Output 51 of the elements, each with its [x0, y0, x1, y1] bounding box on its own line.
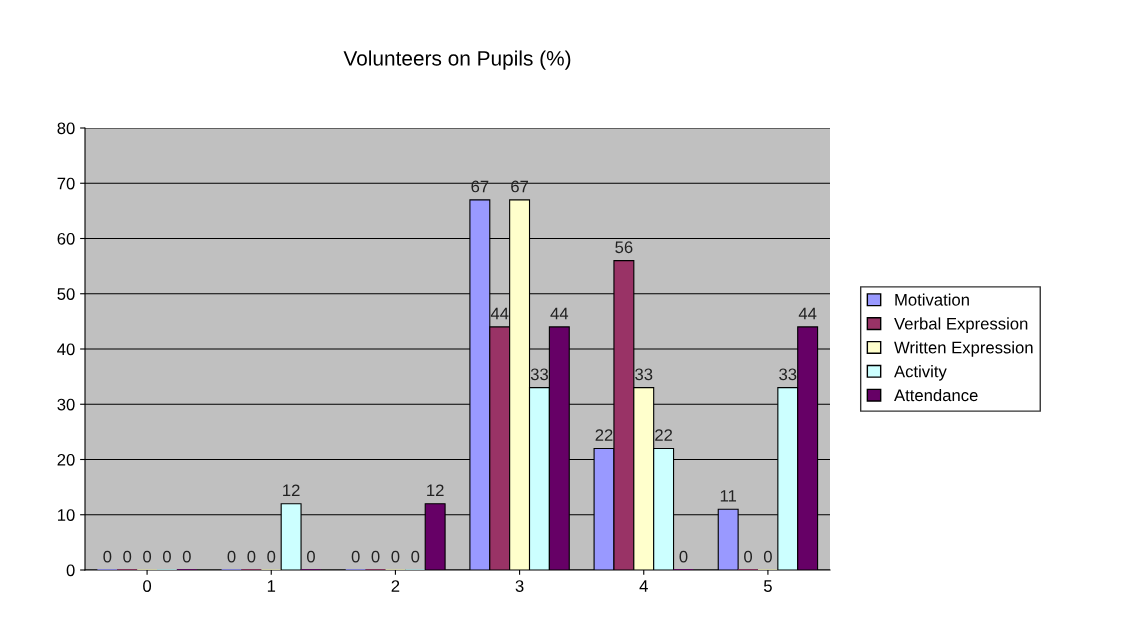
legend-label: Verbal Expression: [894, 317, 1028, 333]
data-label: 0: [744, 550, 753, 563]
data-label: 33: [635, 368, 653, 381]
legend-label: Activity: [894, 365, 947, 381]
x-tick-label: 2: [391, 580, 400, 592]
y-tick-label: 20: [57, 453, 75, 466]
data-label: 0: [227, 550, 236, 563]
data-label: 0: [162, 550, 171, 563]
data-label: 33: [530, 368, 548, 381]
x-tick-label: 3: [515, 580, 524, 592]
x-tick-label: 0: [143, 580, 152, 592]
data-label: 56: [615, 241, 633, 254]
data-label: 0: [371, 550, 380, 563]
chart-title: Volunteers on Pupils (%): [343, 50, 571, 70]
data-label: 0: [391, 550, 400, 563]
data-label: 0: [351, 550, 360, 563]
x-tick-label: 4: [639, 580, 648, 592]
y-tick-label: 70: [57, 177, 75, 190]
y-tick-label: 10: [58, 509, 75, 521]
data-label: 33: [779, 368, 797, 381]
data-label: 12: [427, 484, 444, 497]
data-label: 0: [182, 550, 191, 563]
data-label: 0: [247, 550, 256, 563]
x-tick-label: 1: [267, 580, 276, 592]
y-tick-label: 40: [57, 343, 75, 356]
data-label: 0: [411, 550, 420, 563]
data-label: 0: [307, 550, 315, 563]
y-tick-label: 60: [57, 232, 75, 245]
data-label: 0: [763, 550, 772, 563]
x-tick-label: 5: [763, 580, 772, 592]
y-tick-label: 30: [57, 398, 75, 411]
y-tick-label: 0: [66, 564, 75, 577]
data-label: 44: [490, 307, 509, 320]
data-label: 0: [123, 550, 132, 563]
data-label: 44: [550, 307, 569, 320]
data-label: 22: [655, 429, 673, 441]
data-label: 0: [679, 550, 688, 563]
legend-label: Attendance: [894, 388, 978, 402]
data-label: 0: [143, 550, 152, 563]
data-label: 0: [103, 550, 112, 563]
data-label: 22: [595, 429, 613, 441]
y-tick-label: 80: [57, 122, 75, 135]
legend-label: Written Expression: [894, 341, 1033, 357]
legend-label: Motivation: [895, 293, 969, 306]
data-label: 0: [267, 550, 276, 563]
data-label: 67: [471, 180, 489, 193]
data-label: 11: [720, 490, 737, 502]
data-label: 44: [798, 307, 817, 320]
data-label: 12: [283, 484, 300, 497]
y-tick-label: 50: [57, 288, 75, 300]
data-label: 67: [511, 180, 529, 193]
